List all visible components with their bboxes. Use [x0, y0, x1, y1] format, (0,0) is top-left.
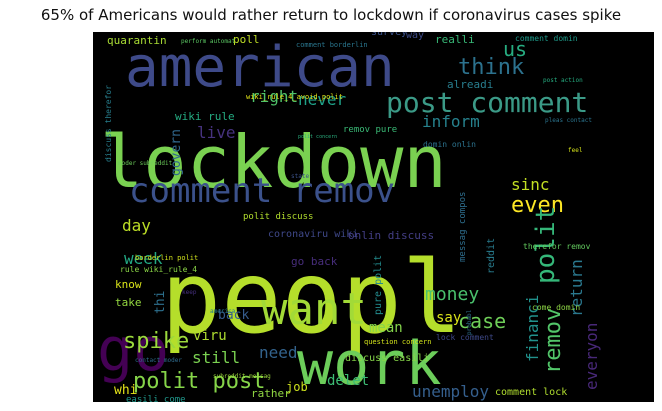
word-back: back	[218, 308, 249, 323]
word-want: want	[261, 284, 367, 335]
word-comment-borderlin: comment borderlin	[296, 41, 368, 49]
word-never: never	[298, 90, 347, 109]
word-post-comment: post comment	[386, 86, 588, 119]
word-realli: realli	[435, 33, 475, 46]
word-viru: viru	[193, 328, 227, 344]
word-us: us	[503, 37, 527, 61]
word-remov-pure: remov pure	[343, 125, 397, 135]
word-unemploy: unemploy	[412, 382, 489, 401]
word-lockdown: lockdown	[100, 120, 447, 204]
word-inform: inform	[422, 112, 480, 131]
word-discuss-therefor: discuss therefor	[104, 85, 113, 162]
word-lock-comment: lock comment	[436, 333, 494, 342]
word-poll: poll	[233, 33, 260, 46]
word-feel: feel	[568, 147, 583, 154]
word-cloud: peopl lockdown american work comment remov wa…	[93, 32, 654, 402]
word-keep: keep	[182, 289, 197, 296]
word-live: live	[197, 123, 236, 142]
word-sinc: sinc	[511, 175, 550, 194]
word-come-domin: come domin	[532, 303, 580, 312]
word-way: way	[406, 32, 424, 41]
word-case: case	[458, 309, 506, 333]
word-remov: remov	[541, 308, 566, 374]
word-comment-domin: comment domin	[515, 34, 578, 43]
word-america: america	[210, 308, 236, 315]
chart-title: 65% of Americans would rather return to …	[40, 6, 622, 24]
word-say: say	[436, 310, 461, 326]
word-rule-wiki-rule-4: rule wiki_rule_4	[120, 265, 197, 274]
word-question-concern: question concern	[364, 338, 431, 346]
word-comment-lock: comment lock	[495, 387, 567, 398]
word-borderlin-polit: borderlin polit	[135, 254, 198, 262]
word-wiki-rule: wiki rule	[175, 110, 235, 123]
word-polit: polit	[531, 206, 561, 284]
word-american: american	[125, 35, 395, 100]
word-post-action: post action	[543, 77, 583, 84]
word-comment-remov: comment remov	[129, 171, 395, 211]
word-even: even	[511, 193, 564, 218]
word-mean: mean	[369, 320, 403, 336]
word-return: return	[567, 259, 586, 317]
word-go-back: go back	[291, 255, 338, 268]
word-cloud-canvas: peopl lockdown american work comment remov wa…	[97, 32, 601, 402]
word-therefor-remov: therefor remov	[523, 242, 591, 251]
word-wiki-rule-4-avoid-polit: wiki_rule_4_avoid_polit	[246, 93, 343, 101]
word-polit-discuss: polit discuss	[243, 212, 313, 222]
word-whi: whi	[114, 383, 137, 398]
word-state: state	[291, 173, 309, 180]
word-think: think	[458, 55, 524, 80]
word-contact-moder: contact moder	[135, 357, 182, 364]
word-still: still	[192, 348, 240, 367]
word-reddit: reddit	[486, 238, 497, 274]
word-need: need	[259, 343, 298, 362]
word-polit-concern: polit concern	[298, 134, 337, 140]
word-right: right	[250, 87, 298, 106]
word-work: work	[297, 329, 442, 399]
word-go: go	[97, 315, 169, 385]
word-easili-come: easili come	[126, 395, 186, 402]
word-money: money	[425, 284, 479, 305]
word-rather: rather	[251, 387, 291, 400]
word-thi: thi	[153, 291, 168, 314]
word-domin-onlin: domin onlin	[423, 140, 476, 149]
word-day: day	[122, 216, 151, 235]
word-job: job	[286, 380, 308, 394]
word-alreadi: alreadi	[447, 78, 493, 91]
word-moder-subreddit: moder subreddit	[118, 160, 173, 167]
word-take: take	[115, 296, 142, 309]
word-survey: survey	[371, 32, 407, 38]
word-peopl: peopl	[161, 239, 462, 356]
word-onlin-discuss: onlin discuss	[348, 229, 434, 242]
word-polit-post: polit post	[133, 369, 265, 394]
word-financi: financi	[523, 295, 542, 362]
word-perform-automat: perform automat	[181, 38, 236, 45]
word-discuss-easili: discuss easili	[345, 353, 429, 364]
word-know: know	[115, 278, 142, 291]
word-delet: delet	[327, 373, 369, 389]
word-coronaviru-wiki: coronaviru wiki	[268, 229, 358, 240]
word-pleas-contact: pleas contact	[545, 117, 592, 124]
word-spike: spike	[123, 329, 189, 354]
word-quarantin: quarantin	[107, 34, 167, 47]
word-probabl: probabl	[466, 309, 473, 335]
word-everyon: everyon	[582, 323, 601, 390]
word-week: week	[124, 249, 163, 268]
word-govern: govern	[169, 129, 184, 176]
word-subreddit-messag: subreddit messag	[213, 373, 271, 380]
word-messag-compos: messag compos	[458, 192, 468, 262]
word-pure-polit: pure polit	[373, 255, 384, 315]
